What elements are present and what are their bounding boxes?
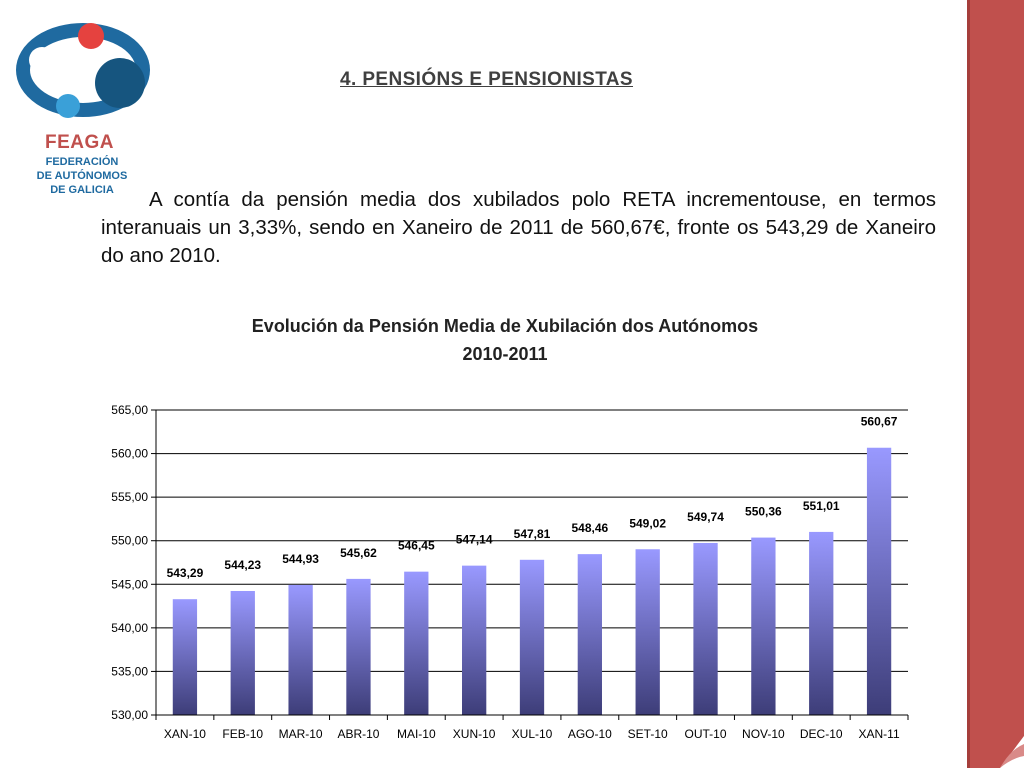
x-tick-label: AGO-10 xyxy=(568,727,612,741)
x-tick-label: XAN-10 xyxy=(164,727,206,741)
x-tick-label: XAN-11 xyxy=(859,727,900,741)
data-label: 547,14 xyxy=(456,533,493,547)
data-label: 543,29 xyxy=(167,566,204,580)
y-tick-label: 555,00 xyxy=(111,490,148,504)
bar-xan-11 xyxy=(866,447,892,715)
logo-subtitle-line: DE GALICIA xyxy=(50,184,114,196)
y-tick-label: 540,00 xyxy=(111,621,148,635)
bar-mar-10 xyxy=(288,584,313,715)
logo-wordmark: FEAGA xyxy=(45,132,114,153)
chart-title: Evolución da Pensión Media de Xubilación… xyxy=(251,316,759,336)
pension-chart: Evolución da Pensión Media de Xubilación… xyxy=(90,310,920,750)
bar-xul-10 xyxy=(519,559,545,715)
y-tick-label: 550,00 xyxy=(111,534,148,548)
bar-set-10 xyxy=(635,549,660,715)
x-tick-label: SET-10 xyxy=(628,727,668,741)
body-paragraph: A contía da pensión media dos xubilados … xyxy=(101,188,936,267)
chart-subtitle: 2010-2011 xyxy=(462,344,548,364)
side-decoration-bar xyxy=(967,0,1024,768)
data-label: 549,02 xyxy=(629,516,666,530)
data-label: 549,74 xyxy=(687,510,724,524)
y-tick-label: 565,00 xyxy=(111,403,148,417)
y-tick-label: 560,00 xyxy=(111,447,148,461)
x-tick-label: NOV-10 xyxy=(742,727,785,741)
bar-ago-10 xyxy=(577,554,602,715)
bar-xun-10 xyxy=(462,565,487,715)
x-tick-label: FEB-10 xyxy=(222,727,263,741)
logo-subtitle-line: DE AUTÓNOMOS xyxy=(36,170,128,182)
x-tick-label: MAR-10 xyxy=(279,727,323,741)
x-tick-label: XUN-10 xyxy=(453,727,496,741)
bar-mai-10 xyxy=(404,571,429,715)
data-label: 551,01 xyxy=(803,499,840,513)
y-tick-label: 535,00 xyxy=(111,664,148,678)
data-label: 544,93 xyxy=(282,552,319,566)
axes: 530,00 535,00 540,00 545,00 550,00 555,00 560,… xyxy=(111,403,909,741)
bar-dec-10 xyxy=(809,531,834,715)
data-label: 546,45 xyxy=(398,539,435,553)
data-label: 544,23 xyxy=(224,558,261,572)
bar-xan-10 xyxy=(172,599,198,715)
chart-plot: 543,29 544,23 544,93 545,62 546,45 547,14 547,… xyxy=(111,403,909,741)
x-tick-label: OUT-10 xyxy=(685,727,727,741)
data-label: 550,36 xyxy=(745,505,782,519)
x-tick-label: ABR-10 xyxy=(337,727,379,741)
logo-subtitle-line: FEDERACIÓN xyxy=(45,156,119,168)
y-tick-label: 545,00 xyxy=(111,577,148,591)
bar-abr-10 xyxy=(346,578,371,715)
data-label: 545,62 xyxy=(340,546,377,560)
logo-subtitle: FEDERACIÓN DE AUTÓNOMOS DE GALICIA xyxy=(22,155,142,197)
data-label: 547,81 xyxy=(514,527,551,541)
data-label: 548,46 xyxy=(571,521,608,535)
slide-title: 4. PENSIÓNS E PENSIONISTAS xyxy=(340,69,634,90)
data-label: 560,67 xyxy=(861,415,898,429)
bar-feb-10 xyxy=(230,590,255,715)
x-tick-label: XUL-10 xyxy=(512,727,553,741)
y-tick-label: 530,00 xyxy=(111,708,148,722)
value-labels: 543,29 544,23 544,93 545,62 546,45 547,14 547,… xyxy=(167,415,898,580)
x-tick-label: DEC-10 xyxy=(800,727,843,741)
bars xyxy=(172,447,892,715)
feaga-logo xyxy=(16,23,150,118)
page-fold-corner xyxy=(1000,736,1024,768)
x-tick-label: MAI-10 xyxy=(397,727,436,741)
bar-out-10 xyxy=(693,542,718,715)
bar-nov-10 xyxy=(751,537,776,715)
